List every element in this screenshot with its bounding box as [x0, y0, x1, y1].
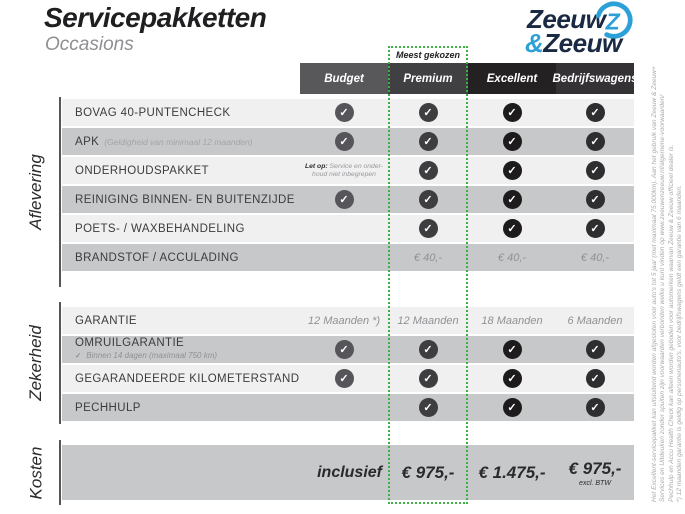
check-icon	[585, 190, 605, 209]
table-row: ONDERHOUDSPAKKET Let op: Service en onde…	[62, 157, 634, 184]
check-icon	[502, 369, 522, 388]
table-row: APK (Geldigheid van minimaal 12 maanden)	[62, 128, 634, 155]
check-icon	[502, 132, 522, 151]
price-premium: € 975,-	[401, 462, 455, 482]
check-icon	[502, 161, 522, 180]
cell-value: 18 Maanden	[481, 314, 543, 327]
costs-row: inclusief € 975,- € 1.475,- € 975,- excl…	[62, 445, 634, 500]
check-icon	[585, 369, 605, 388]
row-label: PECHHULP	[75, 401, 141, 414]
fine-print-line: Pechhulp en Accu Health Check kan alleen…	[667, 144, 675, 503]
check-icon	[502, 219, 522, 238]
check-icon	[418, 161, 438, 180]
check-icon: ✓	[75, 351, 82, 360]
check-icon	[502, 103, 522, 122]
row-sublabel: (Geldigheid van minimaal 12 maanden)	[104, 136, 253, 147]
table-row: OMRUILGARANTIE ✓ Binnen 14 dagen (maximaal…	[62, 336, 634, 363]
check-icon	[418, 398, 438, 417]
row-label: APK (Geldigheid van minimaal 12 maanden)	[75, 135, 253, 148]
fine-print: Het Excellent-servicepakket kan uitsluit…	[651, 60, 685, 502]
cell-value: € 40,-	[580, 251, 610, 264]
package-header-row: Budget Premium Excellent Bedrijfswagens	[300, 63, 638, 94]
fine-print-line: Services en Uitdeuken zonder spuiten zij…	[659, 94, 667, 502]
logo-word2: Zeeuw	[543, 28, 622, 58]
price-excellent: € 1.475,-	[478, 462, 546, 482]
column-header-premium: Premium	[388, 63, 468, 94]
zeeuw-zeeuw-logo: Zeeuw Z &Zeeuw	[525, 1, 675, 60]
price-bedrijfswagens: € 975,-	[568, 458, 622, 478]
row-label: BRANDSTOF / ACCULADING	[75, 251, 239, 264]
section-label-zekerheid: Zekerheid	[26, 325, 46, 401]
page-subtitle: Occasions	[45, 34, 134, 55]
row-label: BOVAG 40-PUNTENCHECK	[75, 106, 231, 119]
row-label: POETS- / WAXBEHANDELING	[75, 222, 245, 235]
check-icon	[585, 219, 605, 238]
cell-value: € 40,-	[413, 251, 443, 264]
logo-line2: &Zeeuw	[525, 28, 622, 59]
check-icon	[418, 340, 438, 359]
section-divider-line	[59, 97, 61, 287]
check-icon	[418, 132, 438, 151]
column-header-bedrijfswagens: Bedrijfswagens	[553, 63, 638, 94]
price-note-excl-btw: excl. BTW	[579, 479, 611, 487]
check-icon	[418, 190, 438, 209]
svg-text:Z: Z	[605, 8, 621, 34]
table-row: BRANDSTOF / ACCULADING € 40,- € 40,- € 4…	[62, 244, 634, 271]
fine-print-line: Het Excellent-servicepakket kan uitsluit…	[651, 66, 658, 502]
cell-value: 6 Maanden	[567, 314, 623, 327]
check-icon	[334, 132, 354, 151]
section-zekerheid: GARANTIE 12 Maanden *) 12 Maanden 18 Maa…	[62, 307, 634, 423]
cell-value: 12 Maanden	[397, 314, 459, 327]
check-icon	[418, 219, 438, 238]
table-row: GARANTIE 12 Maanden *) 12 Maanden 18 Maa…	[62, 307, 634, 334]
table-row: BOVAG 40-PUNTENCHECK	[62, 99, 634, 126]
table-row: POETS- / WAXBEHANDELING	[62, 215, 634, 242]
most-chosen-badge: Meest gekozen	[388, 46, 468, 63]
check-icon	[502, 398, 522, 417]
table-row: REINIGING BINNEN- EN BUITENZIJDE	[62, 186, 634, 213]
check-icon	[585, 103, 605, 122]
cell-value: 12 Maanden *)	[307, 314, 381, 327]
fine-print-line: *) 12 maanden garantie is geldig op pers…	[676, 185, 684, 502]
row-label: GEGARANDEERDE KILOMETERSTAND	[75, 372, 300, 385]
check-icon	[334, 369, 354, 388]
row-label: ONDERHOUDSPAKKET	[75, 164, 209, 177]
check-icon	[502, 340, 522, 359]
column-header-excellent: Excellent	[468, 63, 556, 94]
row-label: GARANTIE	[75, 314, 137, 327]
check-icon	[502, 190, 522, 209]
table-row: GEGARANDEERDE KILOMETERSTAND	[62, 365, 634, 392]
section-aflevering: BOVAG 40-PUNTENCHECK APK(Geldigheid van …	[62, 99, 634, 273]
check-icon	[585, 398, 605, 417]
logo-z-swoosh-icon: Z	[595, 1, 633, 39]
row-label: REINIGING BINNEN- EN BUITENZIJDE	[75, 193, 295, 206]
check-icon	[418, 103, 438, 122]
section-label-aflevering: Aflevering	[26, 154, 46, 230]
section-label-kosten: Kosten	[26, 446, 45, 499]
logo-ampersand: &	[525, 28, 544, 58]
check-icon	[585, 161, 605, 180]
row-label: OMRUILGARANTIE ✓ Binnen 14 dagen (maximaal…	[62, 337, 300, 362]
check-icon	[418, 369, 438, 388]
page-title: Servicepakketten	[44, 2, 267, 33]
logo-word1: Zeeuw	[527, 4, 606, 34]
cell-value: € 40,-	[497, 251, 527, 264]
check-icon	[334, 340, 354, 359]
check-icon	[585, 340, 605, 359]
check-icon	[334, 190, 354, 209]
section-divider-line	[59, 440, 61, 505]
inclusief-label: inclusief	[317, 463, 382, 481]
section-divider-line	[59, 302, 61, 424]
column-header-budget: Budget	[300, 63, 388, 94]
budget-note: Let op: Service en onder-houd niet inbeg…	[304, 162, 384, 178]
check-icon	[585, 132, 605, 151]
check-icon	[334, 103, 354, 122]
row-sublabel: ✓ Binnen 14 dagen (maximaal 750 km)	[75, 351, 218, 360]
table-row: PECHHULP	[62, 394, 634, 421]
